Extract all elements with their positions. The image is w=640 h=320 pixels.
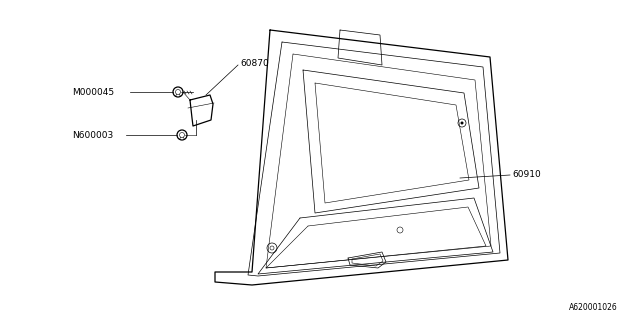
Text: A620001026: A620001026 [569, 303, 618, 312]
Text: 60870: 60870 [240, 59, 269, 68]
Text: N600003: N600003 [72, 131, 113, 140]
Text: M000045: M000045 [72, 87, 114, 97]
Text: 60910: 60910 [512, 170, 541, 179]
Circle shape [461, 122, 463, 124]
